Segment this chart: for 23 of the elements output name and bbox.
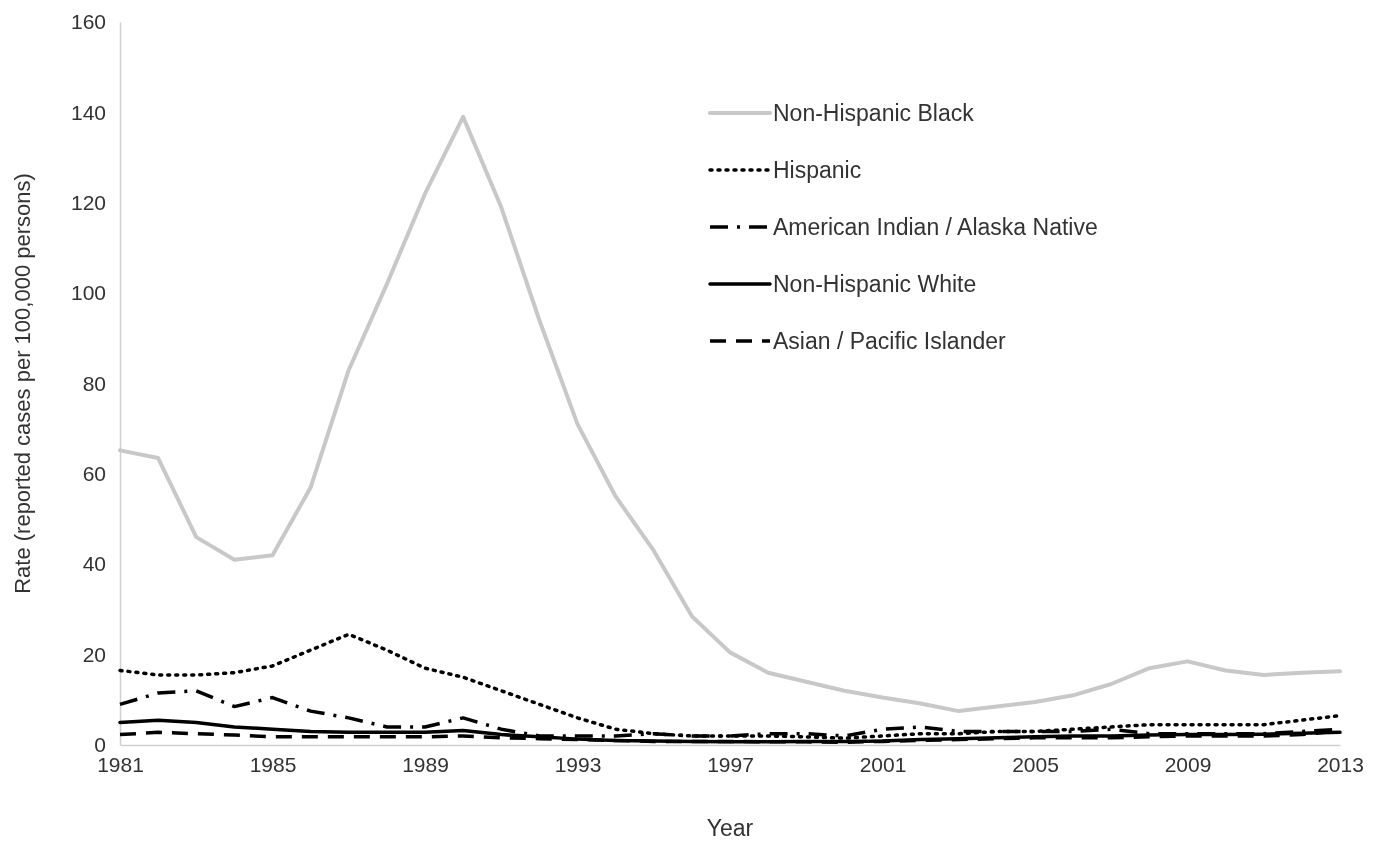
y-tick-label: 80 xyxy=(82,371,106,395)
x-axis-title: Year xyxy=(706,815,754,841)
x-tick-label: 2013 xyxy=(1317,752,1364,776)
x-tick-label: 1993 xyxy=(554,752,602,776)
x-tick-label: 2009 xyxy=(1164,752,1212,776)
y-tick-label: 160 xyxy=(70,10,106,34)
legend-label: Non-Hispanic Black xyxy=(773,100,975,126)
y-tick-label: 60 xyxy=(82,462,106,486)
x-tick-label: 1985 xyxy=(249,752,297,776)
legend-label: American Indian / Alaska Native xyxy=(773,214,1098,240)
legend-label: Asian / Pacific Islander xyxy=(773,328,1006,354)
y-axis-title: Rate (reported cases per 100,000 persons) xyxy=(10,173,35,594)
legend-label: Hispanic xyxy=(773,157,862,183)
y-tick-label: 120 xyxy=(70,190,106,214)
legend-label: Non-Hispanic White xyxy=(773,271,977,297)
y-tick-label: 140 xyxy=(70,100,106,124)
y-tick-label: 100 xyxy=(70,281,106,305)
x-tick-label: 2005 xyxy=(1012,752,1059,776)
x-tick-label: 2001 xyxy=(859,752,907,776)
x-tick-label: 1989 xyxy=(402,752,449,776)
x-tick-label: 1997 xyxy=(707,752,754,776)
y-tick-label: 20 xyxy=(82,642,106,666)
y-tick-label: 40 xyxy=(82,552,106,576)
